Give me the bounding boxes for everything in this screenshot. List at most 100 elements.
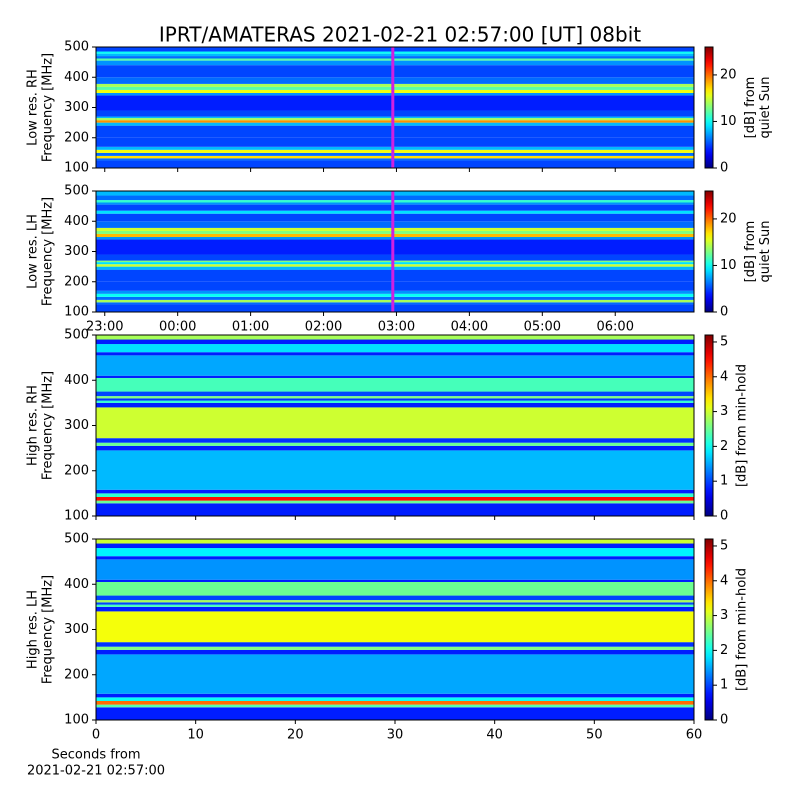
y-axis-label: Frequency [MHz] bbox=[41, 575, 56, 684]
heatmap-band bbox=[96, 149, 694, 153]
heatmap-band bbox=[96, 236, 694, 240]
colorbar-tick-label: 3 bbox=[720, 608, 728, 623]
heatmap-band bbox=[96, 195, 694, 201]
heatmap-band bbox=[96, 352, 694, 356]
y-tick-label: 400 bbox=[64, 70, 89, 85]
heatmap-band bbox=[96, 120, 694, 123]
x-tick-label: 0 bbox=[92, 728, 100, 743]
heatmap-band bbox=[96, 489, 694, 494]
y-tick-label: 100 bbox=[64, 713, 89, 728]
heatmap-band bbox=[96, 400, 694, 403]
heatmap-band bbox=[96, 304, 694, 312]
heatmap-band bbox=[96, 146, 694, 150]
heatmap-band bbox=[96, 92, 694, 96]
heatmap-band bbox=[96, 213, 694, 222]
heatmap-band bbox=[96, 556, 694, 560]
heatmap-band bbox=[96, 210, 694, 214]
colorbar-label: quiet Sun bbox=[758, 220, 773, 282]
x-tick-label: 30 bbox=[387, 728, 404, 743]
heatmap-band bbox=[96, 642, 694, 647]
heatmap-band bbox=[96, 579, 694, 582]
x-tick-label: 02:00 bbox=[305, 320, 342, 335]
colorbar-tick-label: 5 bbox=[720, 334, 728, 349]
y-tick-label: 400 bbox=[64, 373, 89, 388]
heatmap-band bbox=[96, 377, 694, 392]
y-tick-label: 200 bbox=[64, 667, 89, 682]
heatmap-band bbox=[96, 281, 694, 291]
heatmap-band bbox=[96, 266, 694, 270]
colorbar bbox=[704, 46, 714, 169]
y-tick-label: 200 bbox=[64, 463, 89, 478]
colorbar-tick-label: 2 bbox=[720, 643, 728, 658]
heatmap-band bbox=[96, 600, 694, 603]
y-tick-label: 300 bbox=[64, 244, 89, 259]
heatmap-band bbox=[96, 160, 694, 168]
heatmap-band bbox=[96, 700, 694, 705]
heatmap-band bbox=[96, 83, 694, 87]
heatmap-band bbox=[96, 137, 694, 147]
heatmap-band bbox=[96, 56, 694, 59]
colorbar-tick-label: 0 bbox=[720, 305, 728, 320]
y-tick-label: 400 bbox=[64, 577, 89, 592]
colorbar-tick-label: 4 bbox=[720, 573, 728, 588]
heatmap-band bbox=[96, 602, 694, 605]
y-axis-label: Low res. LH bbox=[26, 214, 41, 289]
heatmap-band bbox=[96, 53, 694, 57]
heatmap-band bbox=[96, 707, 694, 720]
heatmap-band bbox=[96, 398, 694, 401]
heatmap-band bbox=[96, 335, 694, 340]
x-tick-label: 40 bbox=[486, 728, 503, 743]
heatmap-band bbox=[96, 230, 694, 234]
heatmap-band bbox=[96, 539, 694, 544]
heatmap-band bbox=[96, 118, 694, 121]
chart-title: IPRT/AMATERAS 2021-02-21 02:57:00 [UT] 0… bbox=[159, 23, 641, 47]
heatmap-band bbox=[96, 86, 694, 90]
heatmap-band bbox=[96, 396, 694, 399]
y-tick-label: 100 bbox=[64, 161, 89, 176]
y-axis-label: High res. RH bbox=[26, 385, 41, 466]
y-axis-label: Frequency [MHz] bbox=[41, 371, 56, 480]
colorbar bbox=[704, 538, 714, 721]
colorbar bbox=[704, 334, 714, 517]
heatmap-band bbox=[96, 604, 694, 607]
heatmap-band bbox=[96, 204, 694, 211]
heatmap-band bbox=[96, 654, 694, 694]
y-tick-label: 500 bbox=[64, 328, 89, 343]
heatmap-band bbox=[96, 375, 694, 378]
colorbar-tick-label: 20 bbox=[720, 67, 737, 82]
heatmap-band bbox=[96, 60, 694, 66]
y-tick-label: 300 bbox=[64, 622, 89, 637]
colorbar-tick-label: 10 bbox=[720, 114, 737, 129]
heatmap-band bbox=[96, 89, 694, 93]
heatmap-band bbox=[96, 496, 694, 501]
heatmap-band bbox=[96, 200, 694, 203]
colorbar-tick-label: 1 bbox=[720, 474, 728, 489]
colorbar-label: [dB] from min-hold bbox=[735, 364, 750, 487]
x-axis-label: 2021-02-21 02:57:00 bbox=[27, 764, 165, 779]
colorbar-label: quiet Sun bbox=[758, 76, 773, 138]
heatmap-band bbox=[96, 125, 694, 138]
colorbar-label: [dB] from min-hold bbox=[735, 568, 750, 691]
heatmap-band bbox=[96, 646, 694, 650]
heatmap-band bbox=[96, 227, 694, 231]
x-tick-label: 23:00 bbox=[86, 320, 123, 335]
x-tick-label: 01:00 bbox=[232, 320, 269, 335]
heatmap-band bbox=[96, 95, 694, 111]
heatmap-band bbox=[96, 58, 694, 61]
heatmap-band bbox=[96, 264, 694, 267]
heatmap-band bbox=[96, 239, 694, 255]
heatmap-band bbox=[96, 269, 694, 282]
colorbar-tick-label: 0 bbox=[720, 713, 728, 728]
heatmap-band bbox=[96, 450, 694, 490]
y-axis-label: High res. LH bbox=[26, 590, 41, 669]
y-tick-label: 300 bbox=[64, 418, 89, 433]
heatmap-band bbox=[96, 611, 694, 643]
colorbar-tick-label: 4 bbox=[720, 369, 728, 384]
heatmap-band bbox=[96, 299, 694, 303]
heatmap-band bbox=[96, 339, 694, 345]
heatmap-band bbox=[96, 191, 694, 196]
y-tick-label: 500 bbox=[64, 184, 89, 199]
heatmap-band bbox=[96, 110, 694, 117]
heatmap-band bbox=[96, 202, 694, 205]
y-tick-label: 500 bbox=[64, 40, 89, 55]
